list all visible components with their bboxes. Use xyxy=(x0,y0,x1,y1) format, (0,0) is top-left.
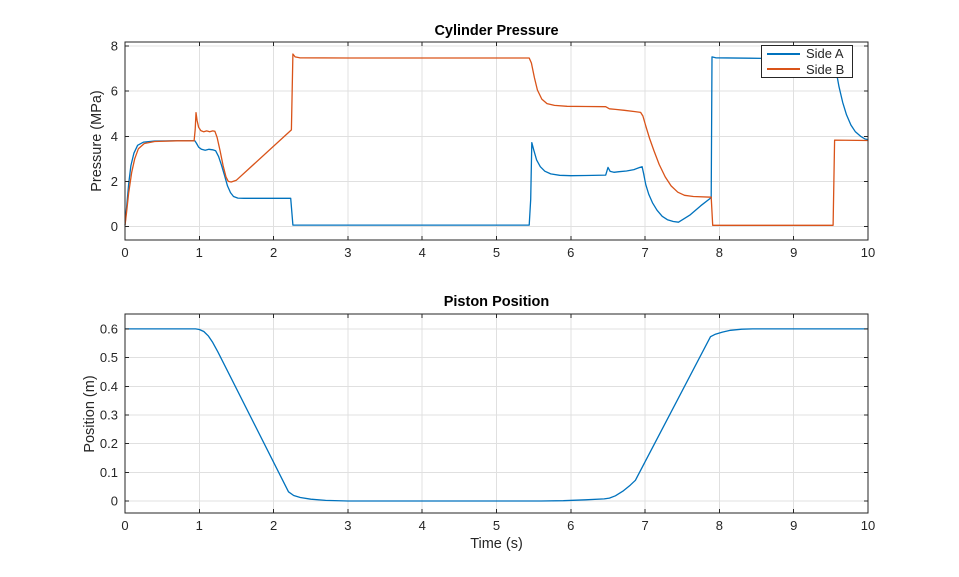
svg-text:8: 8 xyxy=(716,245,723,260)
svg-text:0.1: 0.1 xyxy=(100,465,118,480)
pressure-y-axis-label: Pressure (MPa) xyxy=(89,90,105,192)
svg-text:0: 0 xyxy=(111,493,118,508)
svg-text:0.6: 0.6 xyxy=(100,321,118,336)
legend-line-sample-side-a xyxy=(767,52,800,55)
time-x-axis-label: Time (s) xyxy=(470,536,523,552)
svg-text:0.4: 0.4 xyxy=(100,379,118,394)
legend-label-side-b: Side B xyxy=(806,61,845,77)
svg-text:5: 5 xyxy=(493,245,500,260)
chart-plot-1: 0 1 2 3 4 5 6 7 8 9 10 0 0.1 0.2 0.3 0.4 0.5 0.6 xyxy=(100,313,875,533)
svg-text:6: 6 xyxy=(567,245,574,260)
svg-text:4: 4 xyxy=(111,129,118,144)
svg-text:5: 5 xyxy=(493,518,500,533)
svg-text:8: 8 xyxy=(716,518,723,533)
svg-text:0.3: 0.3 xyxy=(100,407,118,422)
svg-text:0: 0 xyxy=(121,245,128,260)
svg-text:6: 6 xyxy=(111,84,118,99)
svg-text:10: 10 xyxy=(861,518,875,533)
position-y-axis-label: Position (m) xyxy=(82,375,98,453)
legend-label-side-a: Side A xyxy=(806,46,844,62)
pressure-chart-title: Cylinder Pressure xyxy=(434,23,559,39)
svg-text:9: 9 xyxy=(790,518,797,533)
svg-text:3: 3 xyxy=(344,518,351,533)
legend-item-side-b: Side B xyxy=(762,62,852,77)
svg-text:7: 7 xyxy=(641,245,648,260)
svg-text:4: 4 xyxy=(419,518,426,533)
svg-text:0: 0 xyxy=(121,518,128,533)
svg-text:0.2: 0.2 xyxy=(100,436,118,451)
svg-text:2: 2 xyxy=(270,518,277,533)
svg-text:1: 1 xyxy=(196,245,203,260)
svg-text:6: 6 xyxy=(567,518,574,533)
svg-text:7: 7 xyxy=(641,518,648,533)
svg-text:10: 10 xyxy=(861,245,875,260)
svg-text:0: 0 xyxy=(111,219,118,234)
svg-text:2: 2 xyxy=(111,174,118,189)
position-chart-title: Piston Position xyxy=(443,294,550,310)
svg-text:1: 1 xyxy=(196,518,203,533)
svg-text:3: 3 xyxy=(344,245,351,260)
svg-text:9: 9 xyxy=(790,245,797,260)
svg-text:8: 8 xyxy=(111,39,118,54)
legend-line-sample-side-b xyxy=(767,68,800,71)
legend: Side A Side B xyxy=(761,45,853,78)
svg-text:2: 2 xyxy=(270,245,277,260)
svg-text:0.5: 0.5 xyxy=(100,350,118,365)
legend-item-side-a: Side A xyxy=(762,46,852,61)
svg-text:4: 4 xyxy=(419,245,426,260)
chart-plot-0: 0 1 2 3 4 5 6 7 8 9 10 0 2 4 6 8 xyxy=(111,39,875,260)
